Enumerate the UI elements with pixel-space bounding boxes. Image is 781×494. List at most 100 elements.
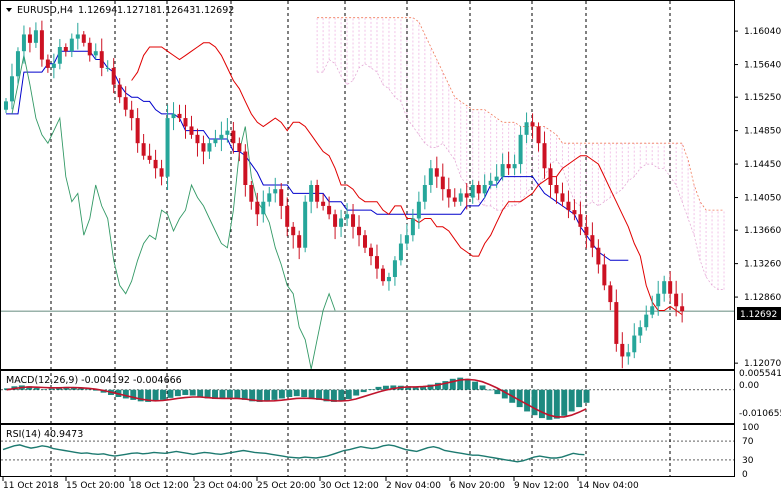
time-tick-label: 6 Nov 20:00	[450, 481, 505, 491]
macd-histogram-bar	[41, 389, 48, 390]
candle-body	[207, 143, 212, 152]
candle-body	[650, 306, 655, 315]
candle-body	[147, 155, 152, 160]
macd-histogram-bar	[197, 389, 204, 397]
rsi-panel-frame	[0, 424, 735, 477]
candle-body	[309, 185, 314, 202]
candle-body	[213, 139, 218, 144]
macd-histogram-bar	[152, 389, 159, 402]
candle-body	[548, 168, 553, 185]
candle-body	[422, 185, 427, 202]
time-tick-label: 15 Oct 20:00	[66, 481, 125, 491]
macd-histogram-bar	[368, 389, 375, 390]
rsi-panel	[1, 440, 734, 463]
macd-histogram-bar	[442, 381, 449, 390]
candle-body	[428, 168, 433, 185]
macd-tick-label: 0.005541	[739, 369, 781, 379]
candle-body	[470, 185, 475, 198]
macd-histogram-bar	[316, 389, 323, 400]
macd-histogram-bar	[63, 386, 70, 390]
candle-body	[614, 302, 619, 344]
macd-label: MACD(12,26,9) -0.004192 -0.004666	[6, 375, 182, 386]
candle-body	[626, 352, 631, 357]
candlestick-series	[3, 20, 685, 369]
high-value: 1.12718	[117, 5, 156, 16]
time-tick-label: 30 Oct 12:00	[320, 481, 379, 491]
macd-histogram-bar	[323, 389, 330, 402]
macd-histogram-bar	[226, 389, 233, 398]
chikou-span-line	[11, 55, 336, 370]
macd-histogram-bar	[182, 389, 189, 395]
macd-histogram-bar	[308, 389, 315, 399]
macd-histogram-bar	[405, 386, 412, 390]
macd-histogram-bar	[479, 385, 486, 390]
candle-body	[357, 226, 362, 236]
macd-histogram-bar	[56, 387, 62, 390]
macd-histogram-bar	[130, 389, 137, 400]
open-value: 1.12694	[78, 5, 117, 16]
macd-histogram-bar	[85, 389, 92, 390]
candle-body	[596, 247, 601, 265]
tenkan-sen-line	[131, 42, 683, 316]
macd-histogram-bar	[278, 389, 285, 399]
macd-histogram-bar	[568, 389, 575, 412]
macd-histogram-bar	[531, 389, 538, 416]
last-price-tag: 1.12692	[737, 307, 781, 320]
macd-histogram-bar	[256, 389, 263, 402]
macd-histogram-bar	[271, 389, 278, 400]
candle-body	[434, 168, 439, 177]
candle-body	[69, 38, 74, 52]
price-tick-label: 1.14450	[744, 160, 781, 170]
macd-histogram-bar	[189, 389, 196, 396]
macd-signal-line	[6, 378, 587, 418]
rsi-label: RSI(14) 40.9473	[6, 429, 83, 440]
macd-histogram-bar	[26, 386, 33, 390]
candle-body	[476, 185, 481, 194]
macd-histogram-bar	[241, 389, 248, 400]
macd-histogram-bar	[286, 389, 293, 397]
candle-body	[33, 30, 38, 43]
macd-histogram-bar	[345, 389, 352, 400]
macd-histogram-bar	[353, 389, 360, 396]
candle-body	[488, 180, 493, 185]
candle-body	[261, 201, 266, 215]
chevron-down-icon[interactable]	[6, 8, 12, 12]
candle-body	[117, 84, 122, 98]
time-tick-label: 25 Oct 20:00	[257, 481, 316, 491]
last-price-label: 1.12692	[740, 310, 777, 320]
candle-body	[303, 201, 308, 248]
candle-body	[51, 63, 56, 68]
chart-header: EURUSD,H4 1.12694 1.12718 1.12643 1.1269…	[6, 5, 234, 16]
candle-body	[321, 201, 326, 206]
candle-body	[327, 205, 332, 215]
price-tick-label: 1.16040	[744, 27, 781, 37]
macd-histogram-bar	[546, 389, 553, 420]
candle-body	[273, 189, 278, 194]
macd-tick-label: 0.00	[739, 381, 759, 391]
candle-body	[464, 193, 469, 198]
candle-body	[536, 126, 541, 144]
macd-histogram-bar	[234, 389, 241, 399]
candle-body	[171, 113, 176, 119]
candle-body	[105, 67, 110, 69]
candle-body	[656, 293, 661, 307]
macd-histogram-bar	[494, 389, 501, 395]
candle-body	[644, 314, 649, 328]
macd-histogram-bar	[338, 389, 345, 402]
candle-body	[183, 118, 188, 127]
candle-body	[285, 205, 290, 227]
candle-body	[315, 185, 320, 202]
macd-histogram-bar	[538, 389, 545, 419]
time-tick-label: 14 Nov 04:00	[578, 481, 639, 491]
candle-body	[123, 97, 128, 110]
candle-body	[512, 164, 517, 169]
time-tick-label: 23 Oct 04:00	[194, 481, 253, 491]
low-value: 1.12643	[156, 5, 195, 16]
rsi-axis: 100 70 30 0	[742, 423, 759, 480]
price-axis: 1.16040 1.15640 1.15250 1.14850 1.14450 1.140…	[734, 27, 781, 369]
macd-histogram-bar	[576, 389, 583, 408]
candle-body	[368, 247, 373, 257]
price-tick-label: 1.14850	[744, 127, 781, 137]
rsi-tick-label: 30	[742, 456, 754, 466]
time-tick-label: 2 Nov 04:00	[386, 481, 441, 491]
